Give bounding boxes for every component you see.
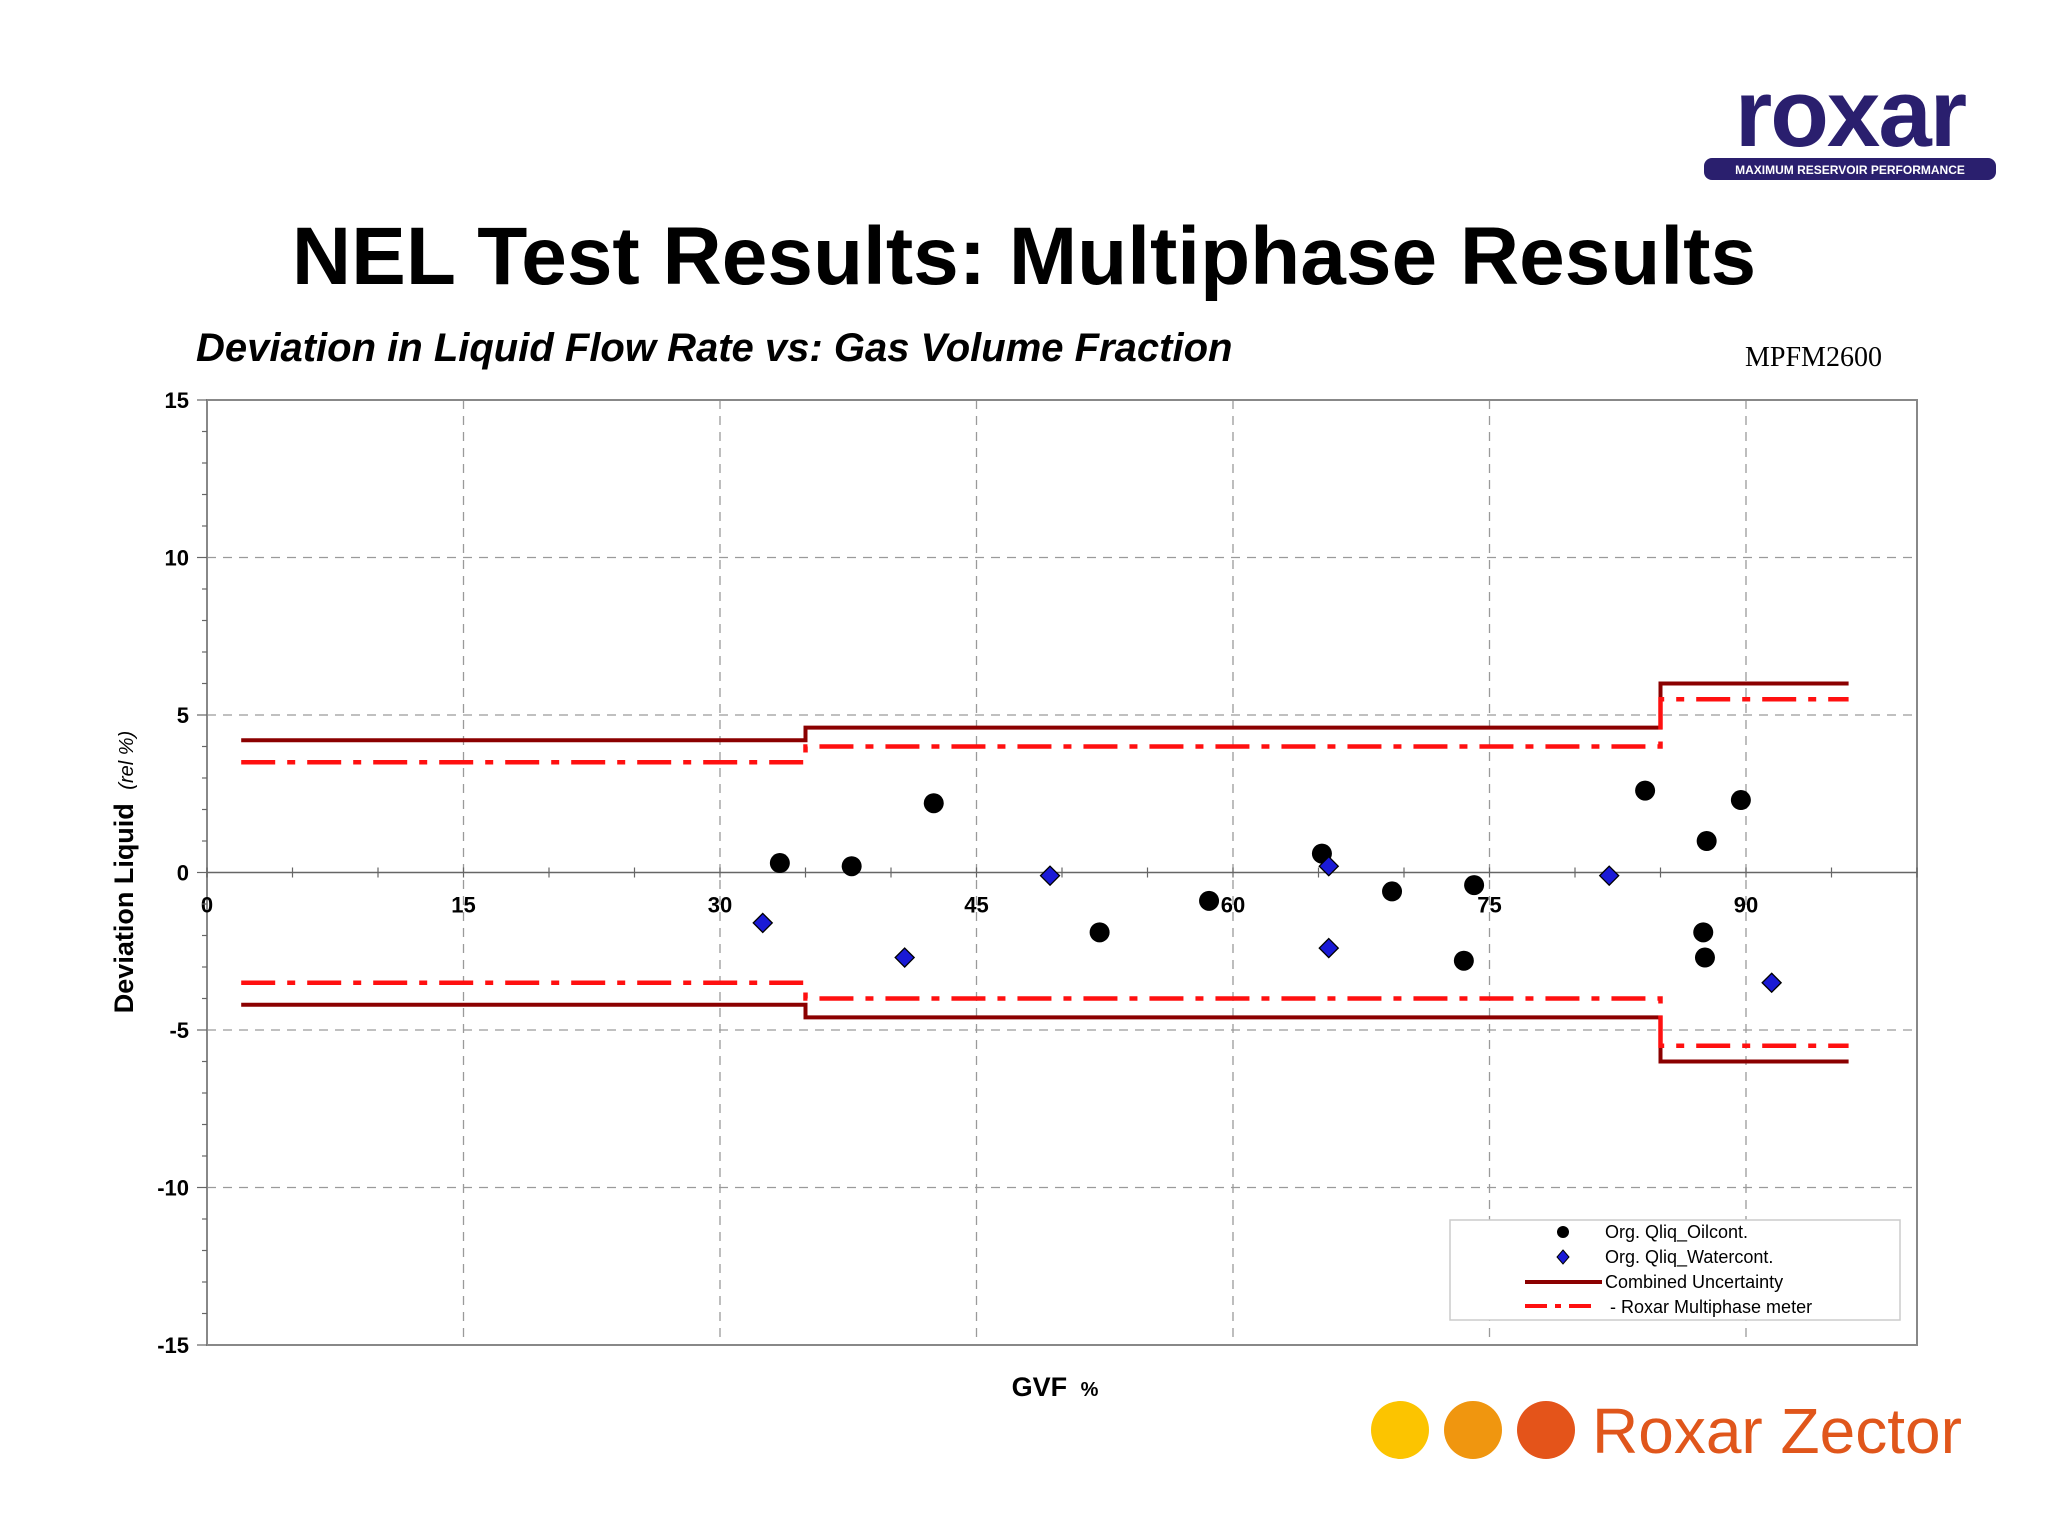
water-data-point bbox=[1318, 855, 1340, 877]
water-data-point bbox=[894, 947, 916, 968]
legend-oil-label: Org. Qliq_Oilcont. bbox=[1605, 1222, 1748, 1243]
x-tick-label: 45 bbox=[964, 893, 988, 918]
oil-data-point bbox=[923, 793, 944, 814]
oil-data-point bbox=[1635, 780, 1656, 801]
water-data-point bbox=[1598, 865, 1620, 887]
y-tick-label: 5 bbox=[177, 703, 189, 728]
oil-data-point bbox=[769, 853, 790, 874]
oil-data-point bbox=[1694, 947, 1715, 968]
x-tick-label: 0 bbox=[201, 893, 213, 918]
zector-wordmark: Roxar Zector bbox=[1592, 1395, 1962, 1467]
oil-data-point bbox=[1693, 922, 1714, 943]
oil-data-point bbox=[1453, 950, 1474, 971]
y-tick-label: 10 bbox=[165, 546, 189, 571]
water-data-point bbox=[1318, 937, 1340, 959]
yellow-dot-icon bbox=[1371, 1401, 1429, 1459]
oil-data-point bbox=[1464, 875, 1485, 896]
meter-uncertainty-lower-line bbox=[241, 980, 1849, 1048]
oil-data-point bbox=[1089, 922, 1110, 943]
red-dot-icon bbox=[1517, 1401, 1575, 1459]
uncertainty-lines bbox=[241, 681, 1849, 1064]
oil-data-point bbox=[1199, 890, 1220, 911]
x-tick-label: 30 bbox=[708, 893, 732, 918]
legend-combined-label: Combined Uncertainty bbox=[1605, 1272, 1783, 1292]
water-data-point bbox=[1761, 972, 1783, 994]
y-tick-label: 0 bbox=[177, 861, 189, 886]
water-data-point bbox=[1039, 865, 1061, 887]
combined-uncertainty-lower-line bbox=[241, 1002, 1849, 1064]
x-tick-label: 90 bbox=[1734, 893, 1758, 918]
legend-water-marker bbox=[1556, 1249, 1570, 1265]
tagline-band bbox=[1704, 158, 1996, 180]
axis-layer: 0 15 30 45 60 75 90 15 10 5 0 -5 -10 -15 bbox=[157, 388, 1918, 1358]
legend-box bbox=[1449, 1219, 1901, 1321]
data-points bbox=[752, 780, 1783, 994]
meter-uncertainty-upper-line bbox=[241, 697, 1849, 765]
x-tick-label: 75 bbox=[1477, 893, 1501, 918]
page-title: NEL Test Results: Multiphase Results bbox=[291, 211, 1757, 302]
roxar-wordmark: roxar bbox=[1735, 70, 1966, 167]
water-data-point bbox=[752, 912, 774, 934]
legend-meter-label: - Roxar Multiphase meter bbox=[1610, 1297, 1812, 1317]
y-tick-label: 15 bbox=[165, 388, 189, 413]
chart-legend: Org. Qliq_Oilcont. Org. Qliq_Watercont. … bbox=[1449, 1219, 1901, 1321]
roxar-logo: roxar MAXIMUM RESERVOIR PERFORMANCE bbox=[1704, 70, 1996, 180]
roxar-zector-logo: Roxar Zector bbox=[1371, 1395, 1962, 1467]
legend-water-label: Org. Qliq_Watercont. bbox=[1605, 1247, 1773, 1268]
y-axis-title: Deviation Liquid (rel %) bbox=[109, 731, 139, 1013]
oil-data-point bbox=[1382, 881, 1403, 902]
x-tick-label: 60 bbox=[1221, 893, 1245, 918]
orange-dot-icon bbox=[1444, 1401, 1502, 1459]
oil-data-point bbox=[1730, 790, 1751, 811]
x-tick-label: 15 bbox=[451, 893, 475, 918]
y-tick-label: -15 bbox=[157, 1333, 189, 1358]
roxar-tagline: MAXIMUM RESERVOIR PERFORMANCE bbox=[1735, 163, 1965, 177]
y-tick-label: -5 bbox=[169, 1018, 189, 1043]
oil-data-point bbox=[1696, 831, 1717, 851]
x-axis-title: GVF % bbox=[1012, 1372, 1099, 1402]
y-tick-label: -10 bbox=[157, 1176, 189, 1201]
model-label: MPFM2600 bbox=[1745, 342, 1882, 373]
combined-uncertainty-upper-line bbox=[241, 681, 1849, 743]
oil-data-point bbox=[841, 856, 862, 877]
chart-subtitle: Deviation in Liquid Flow Rate vs: Gas Vo… bbox=[196, 326, 1233, 370]
legend-oil-marker bbox=[1557, 1226, 1569, 1238]
